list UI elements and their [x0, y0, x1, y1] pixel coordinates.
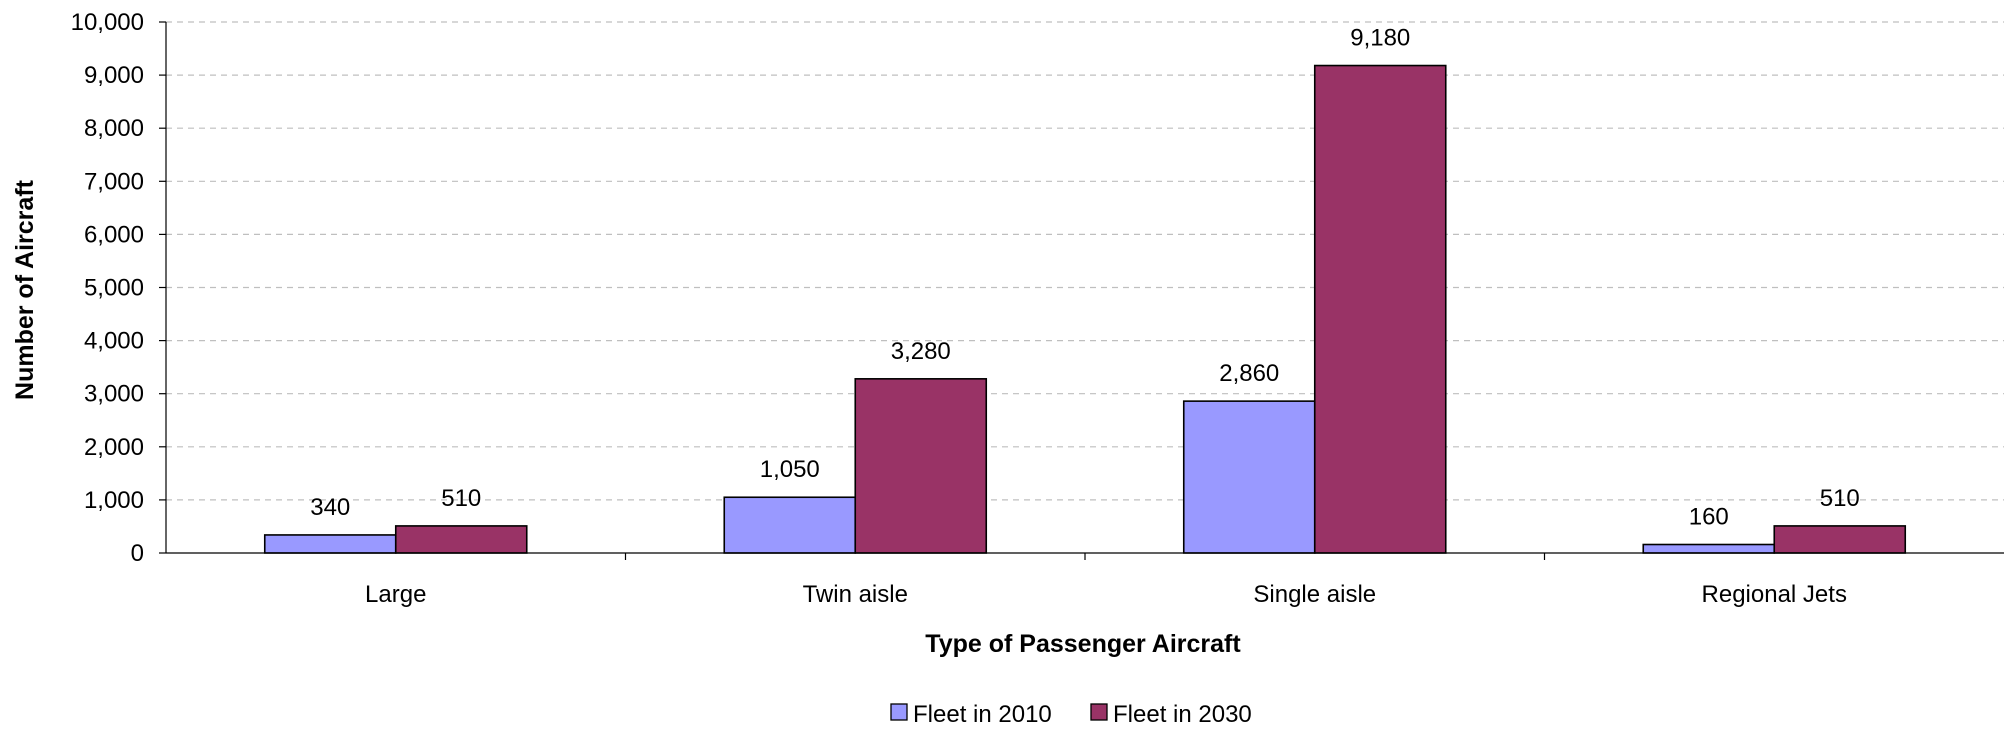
data-label: 160	[1689, 504, 1729, 531]
y-axis-title: Number of Aircraft	[11, 179, 39, 400]
y-tick-label: 4,000	[84, 328, 144, 355]
legend-label: Fleet in 2030	[1113, 701, 1252, 728]
y-tick-label: 2,000	[84, 434, 144, 461]
x-axis-title: Type of Passenger Aircraft	[925, 630, 1241, 658]
bar	[263, 534, 397, 554]
y-tick-label: 5,000	[84, 275, 144, 302]
x-category-label: Twin aisle	[803, 581, 908, 608]
y-tick-label: 8,000	[84, 115, 144, 142]
legend-swatch	[1090, 703, 1108, 721]
x-category-label: Large	[365, 581, 426, 608]
legend-label: Fleet in 2010	[913, 701, 1052, 728]
y-tick-label: 3,000	[84, 381, 144, 408]
data-label: 2,860	[1219, 360, 1279, 387]
y-tick-label: 9,000	[84, 62, 144, 89]
legend: Fleet in 2010 Fleet in 2030	[890, 701, 1252, 728]
data-label: 3,280	[891, 338, 951, 365]
y-tick-label: 7,000	[84, 168, 144, 195]
x-category-label: Single aisle	[1253, 581, 1376, 608]
bar	[1642, 543, 1776, 554]
x-category-label: Regional Jets	[1702, 581, 1847, 608]
bars	[263, 64, 1907, 554]
bar	[1773, 525, 1907, 554]
legend-swatch	[890, 703, 908, 721]
data-label: 510	[441, 485, 481, 512]
data-label: 340	[310, 494, 350, 521]
bar	[1182, 400, 1316, 554]
y-tick-label: 10,000	[71, 9, 144, 36]
data-label: 1,050	[760, 456, 820, 483]
data-label: 9,180	[1350, 25, 1410, 52]
gridlines	[166, 21, 2004, 501]
bar	[854, 378, 988, 554]
y-tick-label: 6,000	[84, 221, 144, 248]
y-tick-label: 0	[131, 540, 144, 567]
bar	[723, 496, 857, 554]
axes: 0 1,000 2,000 3,000 4,000 5,000 6,000 7,000 8,00…	[71, 9, 2004, 608]
data-labels: 340 510 1,050 3,280 2,860 9,180 160 510	[310, 25, 1860, 531]
y-tick-label: 1,000	[84, 487, 144, 514]
bar	[1313, 64, 1447, 554]
data-label: 510	[1820, 485, 1860, 512]
bar	[394, 525, 528, 554]
